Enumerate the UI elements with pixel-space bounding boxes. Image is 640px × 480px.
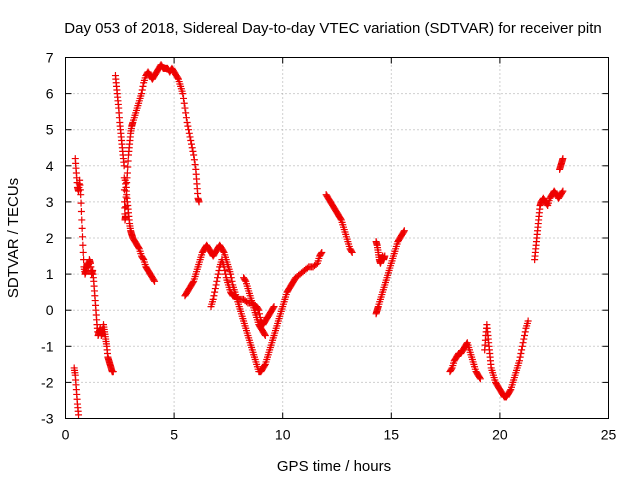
data-point xyxy=(211,289,218,296)
data-point xyxy=(213,278,220,285)
data-point xyxy=(181,105,188,112)
data-point xyxy=(519,343,526,350)
data-point xyxy=(78,216,85,223)
y-tick-label: 5 xyxy=(46,122,54,138)
sdtvar-chart: Day 053 of 2018, Sidereal Day-to-day VTE… xyxy=(0,0,640,480)
data-point xyxy=(229,278,236,285)
data-point xyxy=(184,123,191,130)
data-point xyxy=(78,200,85,207)
data-point xyxy=(121,162,128,169)
y-tick-label: 4 xyxy=(46,158,54,174)
data-point xyxy=(182,109,189,116)
x-tick-label: 15 xyxy=(384,427,400,443)
plot-frame xyxy=(66,58,609,419)
x-tick-label: 20 xyxy=(492,427,508,443)
data-point xyxy=(75,411,82,418)
data-point xyxy=(189,148,196,155)
chart-title: Day 053 of 2018, Sidereal Day-to-day VTE… xyxy=(64,20,601,37)
y-tick-label: 7 xyxy=(46,50,54,66)
data-point xyxy=(188,141,195,148)
y-tick-label: 3 xyxy=(46,194,54,210)
y-tick-label: -3 xyxy=(41,411,54,427)
data-point xyxy=(517,350,524,357)
data-point xyxy=(79,233,86,240)
data-point xyxy=(79,242,86,249)
x-tick-label: 0 xyxy=(62,427,70,443)
x-axis-label: GPS time / hours xyxy=(277,458,391,475)
data-point xyxy=(187,137,194,144)
data-point xyxy=(212,285,219,292)
data-point xyxy=(521,332,528,339)
data-point xyxy=(79,225,86,232)
data-point xyxy=(184,119,191,126)
data-point xyxy=(213,281,220,288)
data-point xyxy=(221,267,228,274)
data-point xyxy=(139,86,146,93)
x-tick-label: 10 xyxy=(275,427,291,443)
data-point xyxy=(183,114,190,121)
data-point xyxy=(181,100,188,107)
grid-lines xyxy=(66,58,609,419)
data-point xyxy=(124,164,131,171)
y-tick-label: 1 xyxy=(46,266,54,282)
data-point xyxy=(192,161,199,168)
axis-ticks: 0 5 10 15 20 25 -3 -2 -1 0 1 2 3 4 5 6 7 xyxy=(41,50,616,443)
data-point xyxy=(522,328,529,335)
data-point xyxy=(189,144,196,151)
y-tick-label: -2 xyxy=(41,374,54,390)
data-point xyxy=(80,249,87,256)
data-point xyxy=(518,346,525,353)
y-axis-label: SDTVAR / TECUs xyxy=(5,178,22,298)
y-tick-label: 2 xyxy=(46,230,54,246)
x-tick-label: 25 xyxy=(601,427,617,443)
data-point xyxy=(124,170,131,177)
y-tick-label: 0 xyxy=(46,302,54,318)
data-point xyxy=(187,133,194,140)
data-point xyxy=(78,208,85,215)
y-tick-label: -1 xyxy=(41,338,54,354)
data-point xyxy=(191,156,198,163)
data-point xyxy=(520,339,527,346)
data-point xyxy=(186,130,193,137)
data-point xyxy=(517,354,524,361)
data-point xyxy=(520,336,527,343)
y-tick-label: 6 xyxy=(46,86,54,102)
data-point xyxy=(215,271,222,278)
data-point xyxy=(185,126,192,133)
data-point xyxy=(180,95,187,102)
x-tick-label: 5 xyxy=(170,427,178,443)
data-points xyxy=(71,61,567,418)
data-point xyxy=(139,83,146,90)
data-point xyxy=(210,292,217,299)
data-point xyxy=(190,151,197,158)
data-point xyxy=(214,274,221,281)
